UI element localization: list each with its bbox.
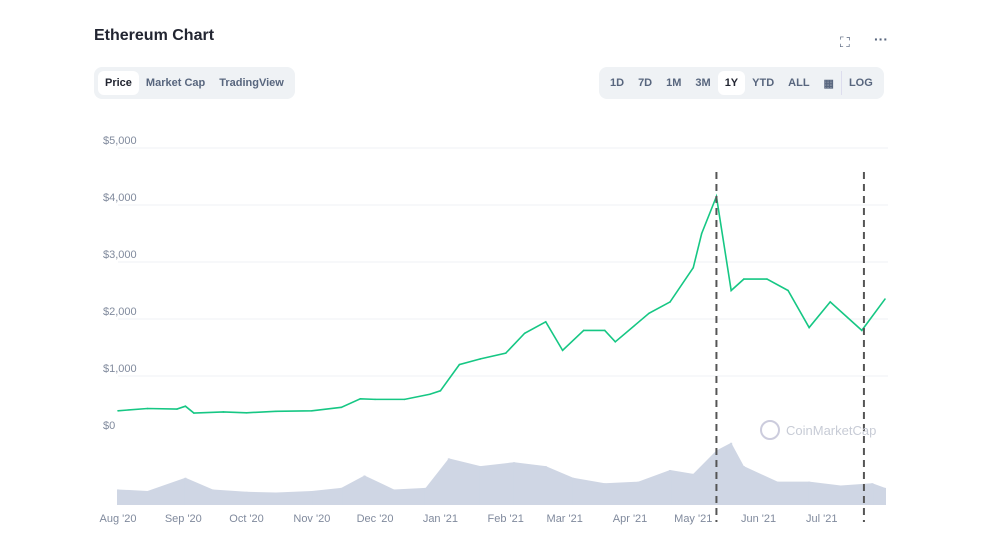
price-point xyxy=(700,232,703,235)
price-point xyxy=(523,332,526,335)
more-icon[interactable]: ··· xyxy=(874,31,888,47)
price-point xyxy=(544,321,547,323)
price-point xyxy=(669,301,671,303)
volume-area xyxy=(118,442,885,505)
price-point xyxy=(582,329,585,332)
price-point xyxy=(275,410,277,413)
x-tick-label: Apr '21 xyxy=(613,513,648,525)
x-tick-label: May '21 xyxy=(674,513,712,525)
x-tick-label: Dec '20 xyxy=(357,513,394,525)
range-1m[interactable]: 1M xyxy=(666,77,682,89)
y-tick-label: $0 xyxy=(103,420,115,432)
price-point xyxy=(403,398,406,401)
price-point xyxy=(561,349,564,352)
x-tick-label: Jun '21 xyxy=(741,513,776,525)
range-1d[interactable]: 1D xyxy=(610,77,625,89)
tab-price[interactable]: Price xyxy=(98,71,139,95)
y-tick-label: $4,000 xyxy=(103,192,137,204)
price-point xyxy=(787,289,789,292)
price-point xyxy=(193,412,195,414)
price-point xyxy=(117,409,119,412)
price-point xyxy=(743,278,745,280)
chart-type-tabs: Price Market Cap TradingView xyxy=(94,67,295,99)
x-tick-label: Jul '21 xyxy=(806,513,837,525)
x-tick-label: Aug '20 xyxy=(100,513,137,525)
price-point xyxy=(176,408,178,410)
price-point xyxy=(374,398,376,401)
price-point xyxy=(222,411,225,413)
price-point xyxy=(146,407,149,410)
price-point xyxy=(245,411,248,414)
price-point xyxy=(603,329,606,332)
price-point xyxy=(479,358,482,360)
tab-market-cap[interactable]: Market Cap xyxy=(145,77,206,89)
calendar-icon[interactable]: ▦ xyxy=(823,77,834,90)
price-point xyxy=(808,326,810,329)
fullscreen-icon[interactable]: ⛶ xyxy=(840,34,850,50)
price-point xyxy=(884,298,886,300)
y-tick-label: $5,000 xyxy=(103,135,137,147)
price-point xyxy=(648,312,650,315)
tab-tradingview[interactable]: TradingView xyxy=(219,77,284,89)
price-point xyxy=(829,301,832,303)
range-3m[interactable]: 3M xyxy=(695,77,711,89)
price-point xyxy=(429,393,431,396)
price-point xyxy=(439,390,442,392)
x-tick-label: Jan '21 xyxy=(423,513,458,525)
x-tick-label: Mar '21 xyxy=(547,513,583,525)
price-point xyxy=(504,352,507,355)
range-1y[interactable]: 1Y xyxy=(717,71,746,95)
log-toggle[interactable]: LOG xyxy=(840,71,880,95)
range-tabs: 1D 7D 1M 3M 1Y YTD ALL ▦ LOG xyxy=(599,67,884,99)
price-point xyxy=(730,289,732,292)
price-line xyxy=(117,193,886,414)
x-tick-label: Sep '20 xyxy=(165,513,202,525)
price-point xyxy=(458,363,461,366)
price-point xyxy=(311,409,313,412)
price-point xyxy=(692,266,695,269)
x-tick-label: Feb '21 xyxy=(488,513,524,525)
x-tick-label: Oct '20 xyxy=(229,513,264,525)
range-all[interactable]: ALL xyxy=(788,77,810,89)
y-tick-label: $1,000 xyxy=(103,363,137,375)
price-point xyxy=(184,405,187,408)
price-point xyxy=(766,278,768,280)
watermark: CoinMarketCap xyxy=(786,423,876,438)
y-tick-label: $3,000 xyxy=(103,249,137,261)
price-point xyxy=(861,329,863,332)
price-point xyxy=(359,398,362,400)
price-point xyxy=(614,341,617,343)
range-7d[interactable]: 7D xyxy=(638,77,653,89)
price-point xyxy=(340,406,343,409)
x-tick-label: Nov '20 xyxy=(293,513,330,525)
range-ytd[interactable]: YTD xyxy=(752,77,775,89)
coinmarketcap-logo xyxy=(760,420,780,440)
page-title: Ethereum Chart xyxy=(94,27,215,44)
y-tick-label: $2,000 xyxy=(103,306,137,318)
